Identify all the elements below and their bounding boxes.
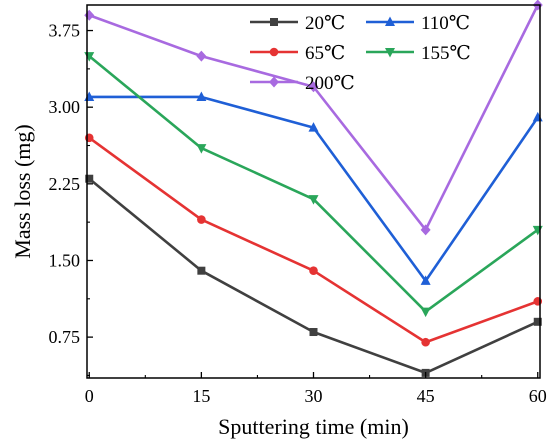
- data-point: [196, 144, 207, 154]
- data-point: [420, 224, 431, 236]
- series-3: [84, 52, 543, 318]
- x-axis-label: Sputtering time (min): [218, 414, 409, 439]
- legend-label: 155℃: [421, 43, 471, 64]
- y-tick-label: 2.25: [49, 174, 81, 194]
- ticks-layer: 0 15 30 45 60 0.75 1.50 2.25 3.00 3.75: [49, 21, 547, 406]
- legend-label: 200℃: [305, 73, 355, 94]
- data-point: [309, 266, 318, 275]
- legend-marker: [385, 16, 395, 26]
- data-point: [309, 328, 318, 337]
- data-point: [308, 122, 319, 132]
- series-line: [88, 136, 539, 344]
- x-tick-label: 0: [85, 386, 94, 406]
- data-point: [196, 50, 207, 62]
- legend-item: 20℃: [250, 13, 345, 34]
- data-point: [308, 195, 319, 205]
- data-point: [533, 297, 543, 306]
- x-tick-label: 30: [305, 386, 323, 406]
- data-point: [420, 275, 431, 285]
- x-tick-label: 45: [417, 386, 435, 406]
- legend-marker: [269, 47, 279, 57]
- legend-marker: [270, 18, 278, 26]
- series-line: [88, 177, 539, 375]
- y-axis-label: Mass loss (mg): [10, 124, 35, 258]
- data-point: [197, 215, 206, 224]
- legend-label: 110℃: [421, 13, 470, 34]
- legend-item: 65℃: [250, 43, 345, 64]
- data-point: [197, 266, 206, 275]
- series-layer: [84, 0, 543, 377]
- data-point: [421, 337, 430, 347]
- legend-marker: [269, 76, 279, 88]
- legend-item: 110℃: [366, 13, 470, 34]
- series-2: [84, 133, 543, 347]
- y-tick-label: 1.50: [49, 250, 81, 270]
- data-point: [308, 81, 319, 93]
- data-point: [84, 9, 95, 21]
- legend-item: 155℃: [366, 43, 471, 64]
- legend-item: 200℃: [250, 73, 355, 94]
- y-tick-label: 3.00: [49, 97, 81, 117]
- series-1: [84, 91, 543, 285]
- y-tick-label: 0.75: [49, 327, 81, 347]
- data-point: [85, 174, 94, 183]
- data-point: [532, 111, 543, 122]
- data-point: [533, 317, 542, 326]
- y-tick-label: 3.75: [49, 21, 81, 41]
- data-point: [420, 307, 431, 318]
- legend: 20℃ 110℃ 65℃ 155℃ 200℃: [250, 13, 471, 94]
- data-point: [84, 133, 94, 143]
- legend-marker: [385, 48, 395, 58]
- legend-label: 65℃: [305, 43, 345, 64]
- data-point: [196, 91, 207, 101]
- x-tick-label: 15: [192, 386, 210, 406]
- x-tick-label: 60: [529, 386, 547, 406]
- legend-label: 20℃: [305, 13, 345, 34]
